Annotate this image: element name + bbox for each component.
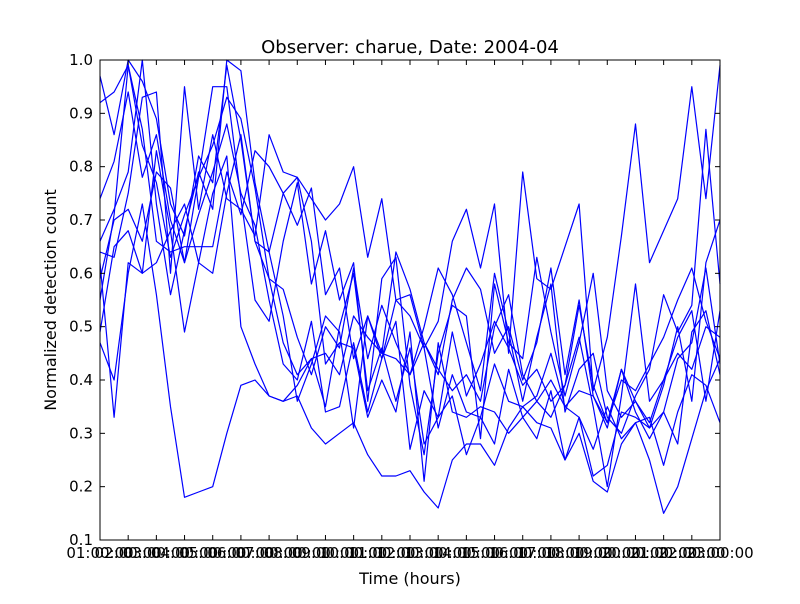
x-tick-label: 09:00:00 xyxy=(292,544,359,562)
y-tick-label: 0.5 xyxy=(69,318,93,336)
series-line-10 xyxy=(99,65,721,392)
x-tick-label: 14:00:00 xyxy=(433,544,500,562)
y-axis-label: Normalized detection count xyxy=(41,189,60,411)
series-line-3 xyxy=(99,86,721,456)
x-tick-label: 10:00:00 xyxy=(320,544,387,562)
x-tick-label: 03:00:00 xyxy=(123,544,190,562)
y-tick-label: 0.3 xyxy=(69,424,93,442)
y-tick-label: 0.1 xyxy=(69,531,93,549)
x-tick-label: 23:00:00 xyxy=(686,544,753,562)
x-axis-label: Time (hours) xyxy=(358,569,461,588)
y-tick-label: 0.8 xyxy=(69,158,93,176)
series-layer xyxy=(99,59,721,514)
y-axis: 0.1 0.2 0.3 0.4 0.5 0.6 0.7 0.8 0.9 1.0 xyxy=(69,51,720,549)
series-line-8 xyxy=(99,203,721,514)
x-axis: 01:00:0002:00:0003:00:0004:00:0005:00:00… xyxy=(66,60,754,562)
x-tick-label: 04:00:00 xyxy=(151,544,218,562)
x-tick-label: 20:00:00 xyxy=(602,544,669,562)
x-tick-label: 06:00:00 xyxy=(207,544,274,562)
x-tick-label: 19:00:00 xyxy=(574,544,641,562)
y-tick-label: 0.4 xyxy=(69,371,93,389)
series-line-1 xyxy=(99,59,721,424)
x-tick-label: 21:00:00 xyxy=(630,544,697,562)
x-tick-label: 11:00:00 xyxy=(348,544,415,562)
x-tick-label: 17:00:00 xyxy=(517,544,584,562)
x-tick-label: 18:00:00 xyxy=(545,544,612,562)
y-tick-label: 0.7 xyxy=(69,211,93,229)
x-tick-label: 08:00:00 xyxy=(264,544,331,562)
x-tick-label: 02:00:00 xyxy=(94,544,161,562)
series-line-9 xyxy=(99,150,721,488)
y-tick-label: 0.6 xyxy=(69,264,93,282)
x-tick-label: 05:00:00 xyxy=(179,544,246,562)
x-tick-label: 22:00:00 xyxy=(658,544,725,562)
chart-title: Observer: charue, Date: 2004-04 xyxy=(261,37,559,58)
y-tick-label: 0.2 xyxy=(69,478,93,496)
x-tick-label: 12:00:00 xyxy=(376,544,443,562)
x-tick-label: 13:00:00 xyxy=(404,544,471,562)
x-tick-label: 15:00:00 xyxy=(461,544,528,562)
series-line-5 xyxy=(99,64,721,482)
x-tick-label: 16:00:00 xyxy=(489,544,556,562)
y-tick-label: 1.0 xyxy=(69,51,93,69)
x-tick-label: 01:00:00 xyxy=(66,544,133,562)
x-tick-label: 07:00:00 xyxy=(235,544,302,562)
y-tick-label: 0.9 xyxy=(69,104,93,122)
